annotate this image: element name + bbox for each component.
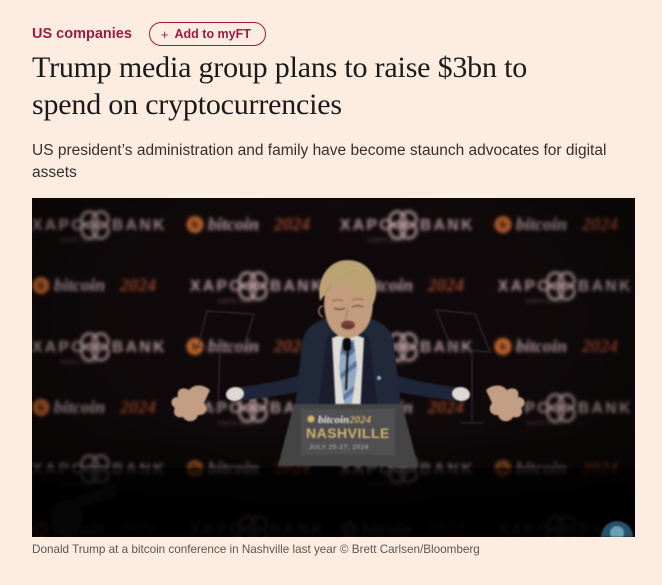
svg-text:NASHVILLE: NASHVILLE xyxy=(306,425,390,441)
svg-text:JULY 25-27, 2024: JULY 25-27, 2024 xyxy=(309,444,369,451)
